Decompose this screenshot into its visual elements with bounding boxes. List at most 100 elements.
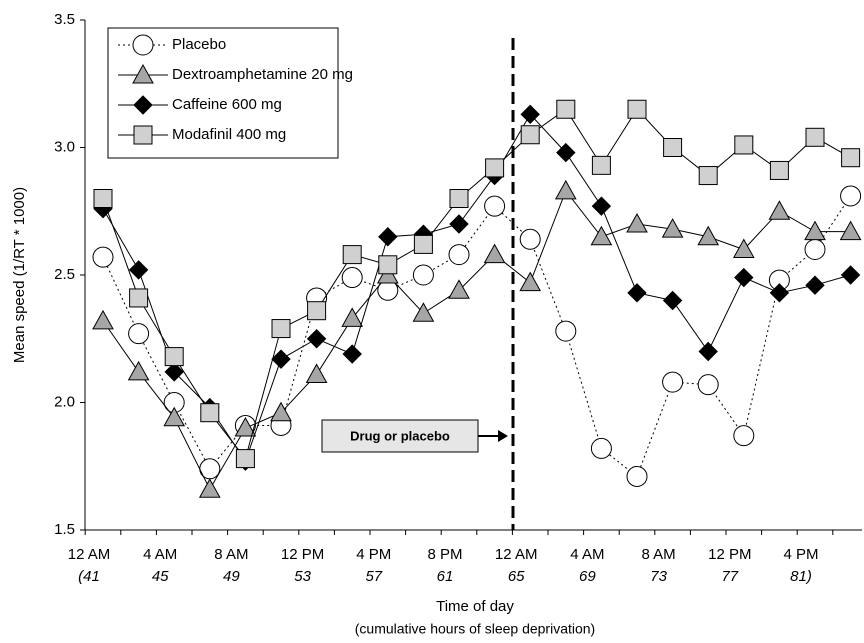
y-tick-label: 2.0: [54, 393, 75, 410]
point: [133, 125, 153, 145]
series-line: [102, 195, 852, 478]
point: [449, 189, 469, 208]
point: [132, 34, 154, 56]
x-tick-hours: 65: [508, 568, 525, 585]
point: [590, 225, 613, 246]
point: [519, 271, 542, 292]
point: [591, 196, 612, 216]
point: [378, 255, 398, 275]
legend-label: Caffeine 600 mg: [172, 96, 282, 113]
x-tick-hours: 53: [294, 568, 311, 585]
series-line: [102, 108, 851, 460]
point: [128, 260, 149, 280]
x-tick-hours: 61: [437, 568, 454, 585]
point: [733, 425, 755, 447]
point: [198, 478, 221, 498]
point: [805, 275, 825, 295]
point: [133, 95, 153, 115]
x-tick-hours: 81): [790, 568, 812, 585]
point: [591, 155, 611, 175]
point: [305, 363, 328, 383]
point: [163, 406, 186, 427]
point: [698, 341, 718, 362]
y-tick-label: 2.5: [54, 266, 75, 283]
x-axis-subtitle: (cumulative hours of sleep deprivation): [355, 621, 595, 637]
point: [768, 200, 791, 220]
point: [626, 212, 648, 233]
point: [662, 290, 683, 311]
series-line: [102, 189, 851, 491]
point: [663, 138, 683, 157]
point: [129, 288, 149, 308]
point: [519, 228, 541, 250]
point: [732, 238, 755, 258]
point: [234, 416, 257, 437]
point: [132, 63, 154, 84]
point: [661, 218, 684, 238]
point: [378, 227, 398, 247]
point: [448, 244, 470, 266]
point: [485, 158, 505, 178]
point: [734, 135, 754, 155]
series: [93, 99, 861, 469]
point: [626, 465, 648, 487]
point: [164, 347, 184, 367]
series-line: [102, 113, 851, 463]
point: [342, 344, 362, 364]
series: [93, 104, 861, 471]
x-tick-label: 8 PM: [427, 546, 462, 563]
x-tick-hours: (41: [78, 568, 100, 585]
point: [306, 329, 327, 349]
point: [271, 319, 291, 339]
x-tick-label: 12 AM: [68, 546, 111, 563]
point: [127, 360, 150, 381]
point: [556, 142, 576, 163]
point: [341, 267, 363, 289]
series: [92, 185, 862, 487]
x-tick-hours: 49: [223, 568, 240, 585]
point: [841, 148, 861, 168]
y-tick-label: 3.5: [54, 11, 75, 28]
point: [412, 302, 435, 322]
point: [412, 264, 434, 286]
x-axis-title: Time of day: [436, 598, 514, 615]
x-tick-hours: 45: [152, 568, 169, 585]
annotation-box: [321, 419, 479, 453]
point: [483, 243, 506, 264]
point: [520, 104, 540, 125]
point: [270, 401, 292, 422]
x-tick-label: 12 PM: [708, 546, 751, 563]
point: [839, 220, 862, 241]
point: [590, 437, 612, 459]
point: [627, 283, 647, 303]
point: [840, 185, 862, 207]
point: [307, 301, 327, 321]
point: [128, 323, 150, 345]
point: [769, 160, 789, 180]
point: [734, 267, 754, 288]
x-tick-label: 4 PM: [356, 546, 391, 563]
point: [556, 99, 576, 119]
x-tick-label: 4 PM: [783, 546, 818, 563]
x-tick-label: 8 AM: [642, 546, 676, 563]
point: [627, 99, 647, 119]
point: [271, 349, 291, 369]
point: [805, 127, 825, 147]
x-tick-label: 12 PM: [281, 546, 324, 563]
point: [698, 166, 718, 186]
point: [342, 245, 362, 265]
x-tick-label: 12 AM: [495, 546, 538, 563]
legend-label: Modafinil 400 mg: [172, 126, 286, 143]
point: [554, 179, 577, 200]
annotation-arrowhead: [498, 430, 508, 442]
point: [804, 239, 826, 260]
point: [448, 279, 470, 299]
point: [769, 283, 790, 303]
point: [520, 125, 540, 145]
point: [449, 214, 469, 234]
x-tick-hours: 69: [579, 568, 596, 585]
x-tick-hours: 73: [650, 568, 667, 585]
point: [200, 403, 220, 423]
point: [662, 371, 684, 393]
